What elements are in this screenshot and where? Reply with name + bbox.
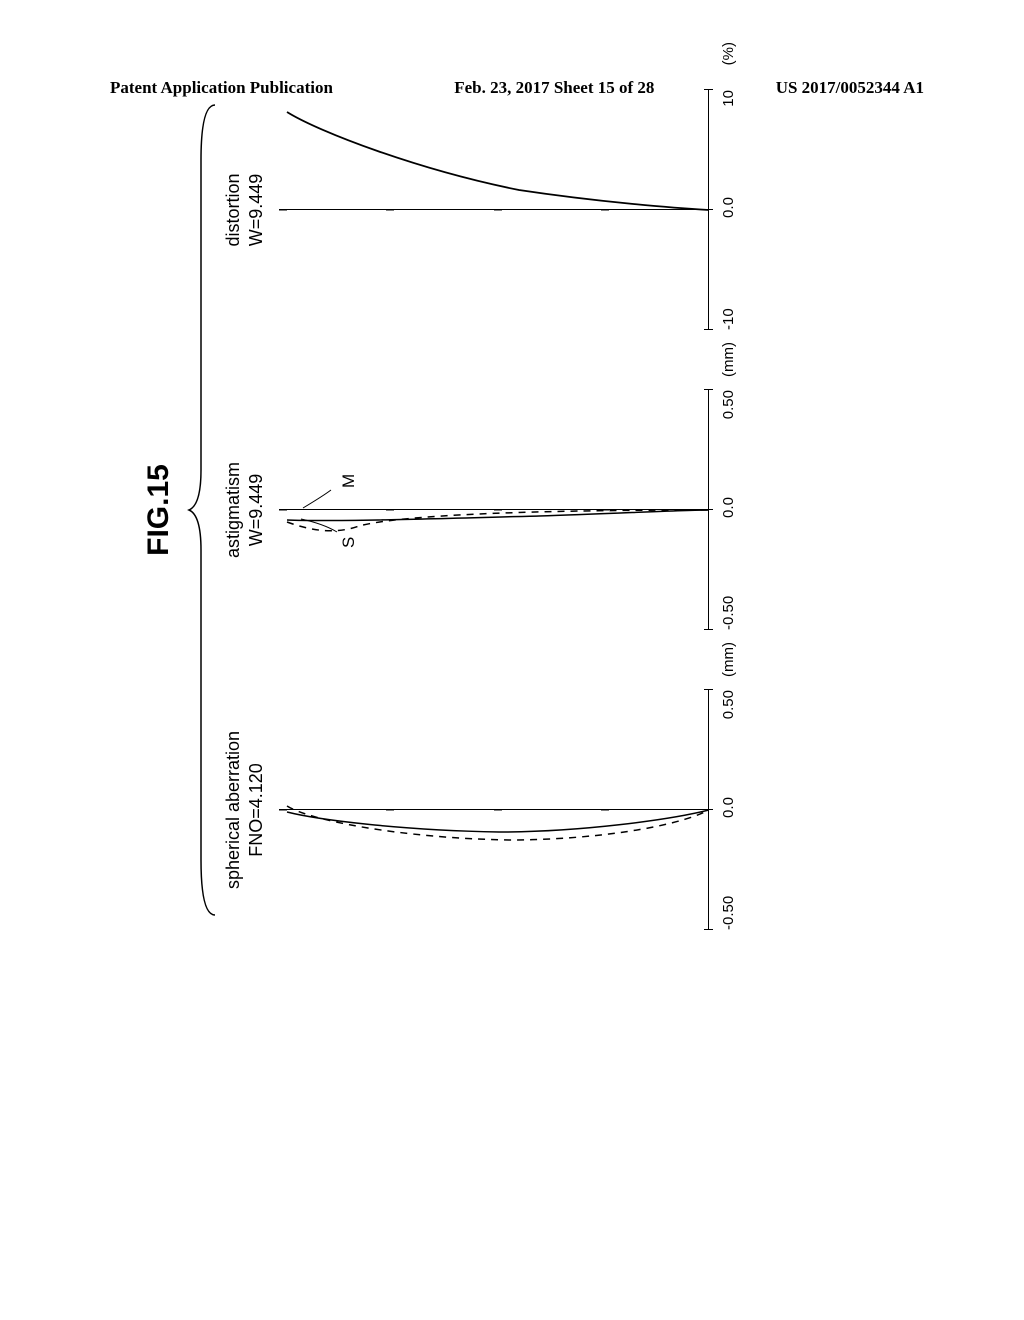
plot-spherical: -0.500.00.50(mm)	[279, 690, 709, 930]
leader-label-m	[303, 490, 331, 508]
curve-astig-s	[287, 510, 709, 521]
panel-distortion: distortionW=9.449-100.010(%)	[222, 70, 842, 350]
label-s: S	[339, 537, 359, 548]
x-label-max_label: 10	[720, 90, 737, 107]
panel-title-line1: astigmatism	[222, 370, 245, 650]
x-label-zero_label: 0.0	[720, 797, 737, 818]
x-labels: -0.50 0.0 0.50	[720, 390, 737, 630]
curves-astigmatism	[279, 390, 709, 630]
panel-title-line2: FNO=4.120	[245, 670, 268, 950]
x-labels: -0.50 0.0 0.50	[720, 690, 737, 930]
curves-spherical	[279, 690, 709, 930]
x-label-zero_label: 0.0	[720, 197, 737, 218]
panel-title-astigmatism: astigmatismW=9.449	[222, 370, 269, 650]
curve-sa-solid	[287, 810, 709, 832]
figure-title: FIG.15	[142, 464, 176, 556]
panel-title-line2: W=9.449	[245, 70, 268, 350]
x-label-min_label: -0.50	[720, 596, 737, 630]
x-label-max_label: 0.50	[720, 390, 737, 419]
curves-distortion	[279, 90, 709, 330]
x-unit: (%)	[720, 42, 737, 65]
x-label-zero_label: 0.0	[720, 497, 737, 518]
plot-astigmatism: SM-0.500.00.50(mm)	[279, 390, 709, 630]
x-labels: -10 0.0 10	[720, 90, 737, 330]
panel-title-line1: spherical aberration	[222, 670, 245, 950]
x-label-max_label: 0.50	[720, 690, 737, 719]
panel-title-line1: distortion	[222, 70, 245, 350]
panel-astigmatism: astigmatismW=9.449SM-0.500.00.50(mm)	[222, 370, 842, 650]
figure-rotated-container: FIG.15 spherical aberrationFNO=4.120-0.5…	[162, 60, 862, 960]
panel-title-spherical: spherical aberrationFNO=4.120	[222, 670, 269, 950]
x-label-min_label: -10	[720, 308, 737, 330]
x-label-min_label: -0.50	[720, 896, 737, 930]
panel-title-distortion: distortionW=9.449	[222, 70, 269, 350]
panel-title-line2: W=9.449	[245, 370, 268, 650]
figure-brace-icon	[187, 100, 217, 920]
panels-row: spherical aberrationFNO=4.120-0.500.00.5…	[222, 60, 842, 960]
panel-spherical: spherical aberrationFNO=4.120-0.500.00.5…	[222, 670, 842, 950]
plot-distortion: -100.010(%)	[279, 90, 709, 330]
curve-dist	[287, 112, 709, 210]
label-m: M	[339, 474, 359, 488]
